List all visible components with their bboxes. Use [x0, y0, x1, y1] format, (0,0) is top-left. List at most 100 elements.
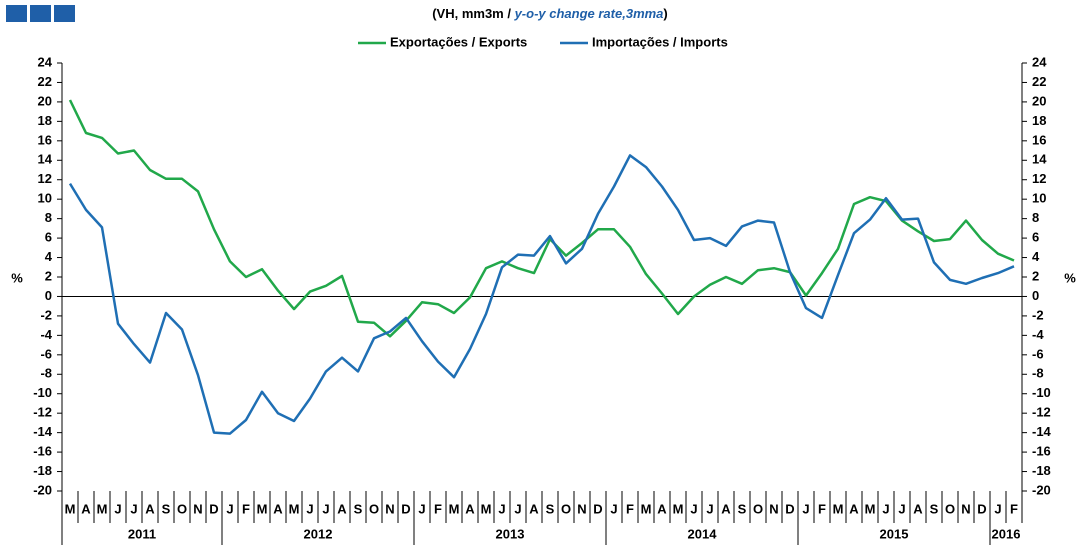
- x-tick-label: M: [97, 501, 108, 516]
- y-tick-label: -2: [40, 307, 52, 322]
- x-tick-label: A: [81, 501, 91, 516]
- y-tick-label: 20: [38, 93, 52, 108]
- x-tick-label: D: [977, 501, 986, 516]
- x-tick-label: J: [882, 501, 889, 516]
- y2-tick-label: 0: [1032, 288, 1039, 303]
- chart-title: (VH, mm3m / y-o-y change rate,3mma): [432, 6, 668, 21]
- x-tick-label: N: [385, 501, 394, 516]
- x-tick-label: J: [130, 501, 137, 516]
- y-tick-label: -10: [33, 385, 52, 400]
- series-line: [68, 154, 1015, 435]
- x-tick-label: F: [1010, 501, 1018, 516]
- y2-tick-label: 16: [1032, 132, 1046, 147]
- logo-block: [54, 5, 75, 22]
- x-tick-label: S: [546, 501, 555, 516]
- y2-tick-label: 2: [1032, 268, 1039, 283]
- x-tick-label: F: [434, 501, 442, 516]
- x-tick-label: J: [690, 501, 697, 516]
- y-tick-label: -6: [40, 346, 52, 361]
- y2-tick-label: -6: [1032, 346, 1044, 361]
- x-tick-label: J: [418, 501, 425, 516]
- year-label: 2013: [496, 526, 525, 541]
- x-tick-label: M: [257, 501, 268, 516]
- year-label: 2012: [304, 526, 333, 541]
- y2-axis-label: %: [1064, 270, 1076, 285]
- y2-tick-label: -14: [1032, 424, 1052, 439]
- x-tick-label: O: [945, 501, 955, 516]
- y2-tick-label: -20: [1032, 482, 1051, 497]
- x-tick-label: A: [657, 501, 667, 516]
- x-tick-label: O: [177, 501, 187, 516]
- series-line: [68, 99, 1015, 338]
- y-tick-label: 14: [38, 152, 53, 167]
- y2-tick-label: -16: [1032, 444, 1051, 459]
- year-label: 2015: [880, 526, 909, 541]
- y-tick-label: 10: [38, 191, 52, 206]
- x-tick-label: O: [561, 501, 571, 516]
- y2-tick-label: -8: [1032, 366, 1044, 381]
- y-tick-label: 24: [38, 54, 53, 69]
- x-tick-label: J: [514, 501, 521, 516]
- x-tick-label: N: [193, 501, 202, 516]
- y-tick-label: 2: [45, 268, 52, 283]
- y2-tick-label: -2: [1032, 307, 1044, 322]
- y-tick-label: -18: [33, 463, 52, 478]
- x-tick-label: M: [833, 501, 844, 516]
- x-tick-label: M: [289, 501, 300, 516]
- x-tick-label: S: [930, 501, 939, 516]
- y2-tick-label: 6: [1032, 230, 1039, 245]
- y-tick-label: -4: [40, 327, 52, 342]
- y2-tick-label: -18: [1032, 463, 1051, 478]
- x-tick-label: M: [65, 501, 76, 516]
- y-tick-label: 0: [45, 288, 52, 303]
- y-tick-label: -14: [33, 424, 53, 439]
- x-tick-label: A: [337, 501, 347, 516]
- y2-tick-label: -12: [1032, 405, 1051, 420]
- year-label: 2014: [688, 526, 718, 541]
- x-tick-label: A: [849, 501, 859, 516]
- x-tick-label: M: [449, 501, 460, 516]
- x-tick-label: D: [593, 501, 602, 516]
- x-tick-label: J: [994, 501, 1001, 516]
- x-tick-label: A: [273, 501, 283, 516]
- y2-tick-label: 22: [1032, 74, 1046, 89]
- y2-tick-label: 10: [1032, 191, 1046, 206]
- y-tick-label: 6: [45, 230, 52, 245]
- logo-block: [30, 5, 51, 22]
- x-tick-label: M: [673, 501, 684, 516]
- x-tick-label: S: [162, 501, 171, 516]
- title-part: y-o-y change rate,3mma: [514, 6, 664, 21]
- x-tick-label: N: [769, 501, 778, 516]
- y2-tick-label: 14: [1032, 152, 1047, 167]
- x-tick-label: N: [961, 501, 970, 516]
- x-tick-label: A: [145, 501, 155, 516]
- x-tick-label: J: [610, 501, 617, 516]
- y2-tick-label: -4: [1032, 327, 1044, 342]
- title-part: (VH, mm3m /: [432, 6, 514, 21]
- x-tick-label: J: [226, 501, 233, 516]
- x-tick-label: A: [913, 501, 923, 516]
- x-tick-label: A: [721, 501, 731, 516]
- x-tick-label: D: [785, 501, 794, 516]
- y2-tick-label: 18: [1032, 113, 1046, 128]
- y2-tick-label: 24: [1032, 54, 1047, 69]
- y2-tick-label: 20: [1032, 93, 1046, 108]
- x-tick-label: O: [369, 501, 379, 516]
- year-label: 2016: [992, 526, 1021, 541]
- x-tick-label: N: [577, 501, 586, 516]
- y-tick-label: -12: [33, 405, 52, 420]
- y2-tick-label: 4: [1032, 249, 1040, 264]
- x-tick-label: J: [898, 501, 905, 516]
- y-tick-label: -16: [33, 444, 52, 459]
- y-tick-label: -8: [40, 366, 52, 381]
- title-part: ): [663, 6, 667, 21]
- x-tick-label: S: [738, 501, 747, 516]
- y-tick-label: 18: [38, 113, 52, 128]
- legend-label: Importações / Imports: [592, 34, 728, 49]
- x-tick-label: F: [818, 501, 826, 516]
- x-tick-label: A: [529, 501, 539, 516]
- x-tick-label: M: [865, 501, 876, 516]
- x-tick-label: O: [753, 501, 763, 516]
- y2-tick-label: 12: [1032, 171, 1046, 186]
